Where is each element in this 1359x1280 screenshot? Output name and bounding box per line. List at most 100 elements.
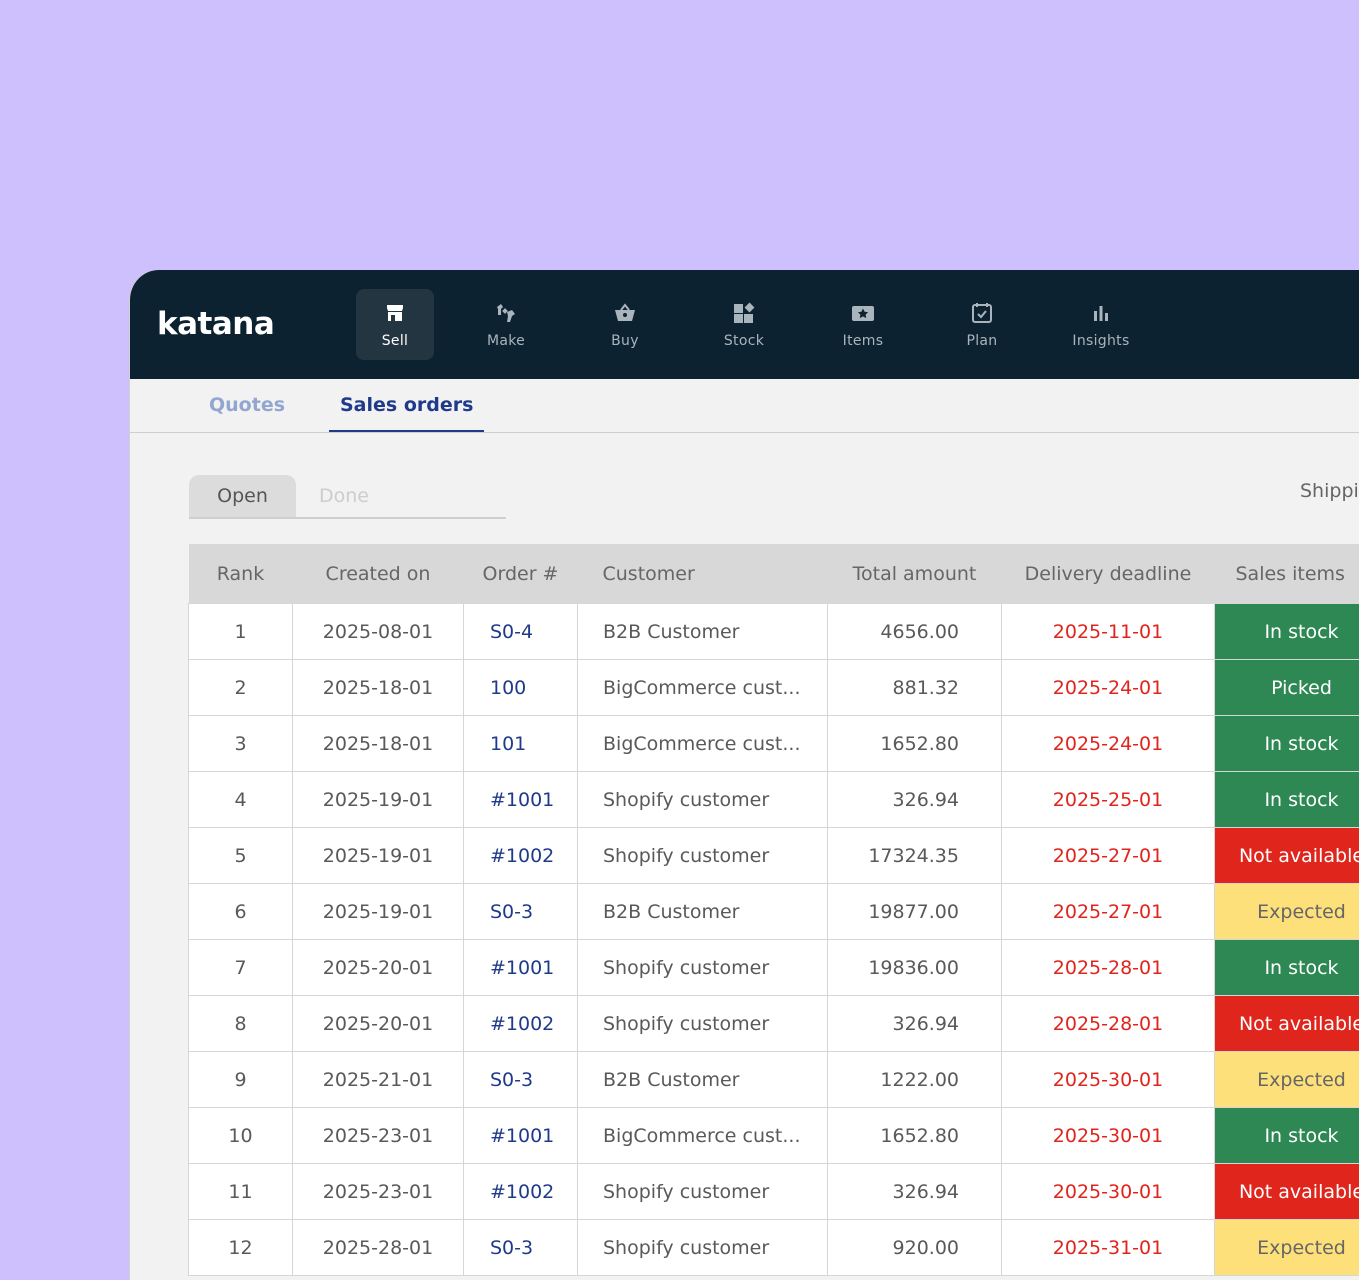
delivery-deadline-cell: 2025-30-01 (1002, 1164, 1215, 1220)
column-header-deadline[interactable]: Delivery deadline (1002, 544, 1215, 604)
order-link[interactable]: 101 (464, 716, 578, 772)
nav-plan[interactable]: Plan (943, 289, 1021, 360)
sales-items-status-badge: In stock (1215, 716, 1359, 772)
delivery-deadline-cell: 2025-28-01 (1002, 940, 1215, 996)
sales-items-status-badge: Picked (1215, 660, 1359, 716)
created-cell: 2025-23-01 (293, 1108, 464, 1164)
filter-done-button[interactable]: Done (319, 475, 369, 517)
customer-cell: Shopify customer (578, 1164, 828, 1220)
total-amount-cell: 326.94 (828, 772, 1002, 828)
app-window: katana Sell Make Buy (129, 270, 1359, 1280)
customer-cell: BigCommerce cust... (578, 660, 828, 716)
order-link[interactable]: S0-4 (464, 604, 578, 660)
sales-items-status-badge: Not available (1215, 1164, 1359, 1220)
total-amount-cell: 326.94 (828, 1164, 1002, 1220)
order-link[interactable]: #1001 (464, 772, 578, 828)
nav-stock[interactable]: Stock (705, 289, 783, 360)
column-header-total[interactable]: Total amount (828, 544, 1002, 604)
column-header-order[interactable]: Order # (464, 544, 578, 604)
sales-items-status-badge: In stock (1215, 772, 1359, 828)
open-done-toggle: Open Done (189, 475, 506, 519)
created-cell: 2025-21-01 (293, 1052, 464, 1108)
order-link[interactable]: #1002 (464, 996, 578, 1052)
order-link[interactable]: 100 (464, 660, 578, 716)
total-amount-cell: 1652.80 (828, 716, 1002, 772)
nav-make[interactable]: Make (467, 289, 545, 360)
sales-items-status-badge: Expected (1215, 884, 1359, 940)
customer-cell: Shopify customer (578, 828, 828, 884)
rank-cell: 11 (189, 1164, 293, 1220)
order-link[interactable]: S0-3 (464, 1220, 578, 1276)
sales-items-status-badge: Expected (1215, 1052, 1359, 1108)
total-amount-cell: 1652.80 (828, 1108, 1002, 1164)
filter-open-button[interactable]: Open (189, 475, 296, 517)
total-amount-cell: 1222.00 (828, 1052, 1002, 1108)
top-navigation-bar: katana Sell Make Buy (130, 270, 1359, 379)
tab-sales-orders[interactable]: Sales orders (329, 379, 484, 432)
sales-items-status-badge: Not available (1215, 996, 1359, 1052)
storefront-icon (383, 301, 407, 325)
rank-cell: 7 (189, 940, 293, 996)
delivery-deadline-cell: 2025-28-01 (1002, 996, 1215, 1052)
order-link[interactable]: S0-3 (464, 884, 578, 940)
delivery-deadline-cell: 2025-11-01 (1002, 604, 1215, 660)
shipping-filter[interactable]: Shipping (1300, 480, 1359, 502)
column-header-rank[interactable]: Rank (189, 544, 293, 604)
created-cell: 2025-20-01 (293, 940, 464, 996)
sales-items-status-badge: Not available (1215, 828, 1359, 884)
customer-cell: Shopify customer (578, 940, 828, 996)
created-cell: 2025-18-01 (293, 716, 464, 772)
order-link[interactable]: #1001 (464, 940, 578, 996)
rank-cell: 10 (189, 1108, 293, 1164)
nav-label: Sell (356, 333, 434, 349)
customer-cell: B2B Customer (578, 1052, 828, 1108)
order-link[interactable]: #1001 (464, 1108, 578, 1164)
column-header-customer[interactable]: Customer (578, 544, 828, 604)
delivery-deadline-cell: 2025-24-01 (1002, 716, 1215, 772)
nav-label: Items (824, 333, 902, 349)
nav-label: Make (467, 333, 545, 349)
stock-blocks-icon (732, 301, 756, 325)
rank-cell: 8 (189, 996, 293, 1052)
nav-label: Insights (1062, 333, 1140, 349)
order-link[interactable]: #1002 (464, 828, 578, 884)
customer-cell: BigCommerce cust... (578, 1108, 828, 1164)
tab-quotes[interactable]: Quotes (209, 379, 285, 431)
customer-cell: Shopify customer (578, 1220, 828, 1276)
total-amount-cell: 19877.00 (828, 884, 1002, 940)
delivery-deadline-cell: 2025-24-01 (1002, 660, 1215, 716)
customer-cell: B2B Customer (578, 884, 828, 940)
rank-cell: 1 (189, 604, 293, 660)
bar-chart-icon (1089, 301, 1113, 325)
nav-label: Stock (705, 333, 783, 349)
column-header-created[interactable]: Created on (293, 544, 464, 604)
created-cell: 2025-19-01 (293, 828, 464, 884)
nav-insights[interactable]: Insights (1062, 289, 1140, 360)
sales-items-status-badge: Expected (1215, 1220, 1359, 1276)
sales-items-status-badge: In stock (1215, 604, 1359, 660)
order-link[interactable]: #1002 (464, 1164, 578, 1220)
delivery-deadline-cell: 2025-31-01 (1002, 1220, 1215, 1276)
rank-cell: 6 (189, 884, 293, 940)
nav-items[interactable]: Items (824, 289, 902, 360)
nav-sell[interactable]: Sell (356, 289, 434, 360)
total-amount-cell: 4656.00 (828, 604, 1002, 660)
sales-items-status-badge: In stock (1215, 940, 1359, 996)
order-link[interactable]: S0-3 (464, 1052, 578, 1108)
sell-tabs: Quotes Sales orders (130, 379, 1359, 433)
column-header-sales-items[interactable]: Sales items (1215, 544, 1359, 604)
table-header-row: Rank Created on Order # Customer Total a… (189, 544, 1359, 604)
nav-buy[interactable]: Buy (586, 289, 664, 360)
